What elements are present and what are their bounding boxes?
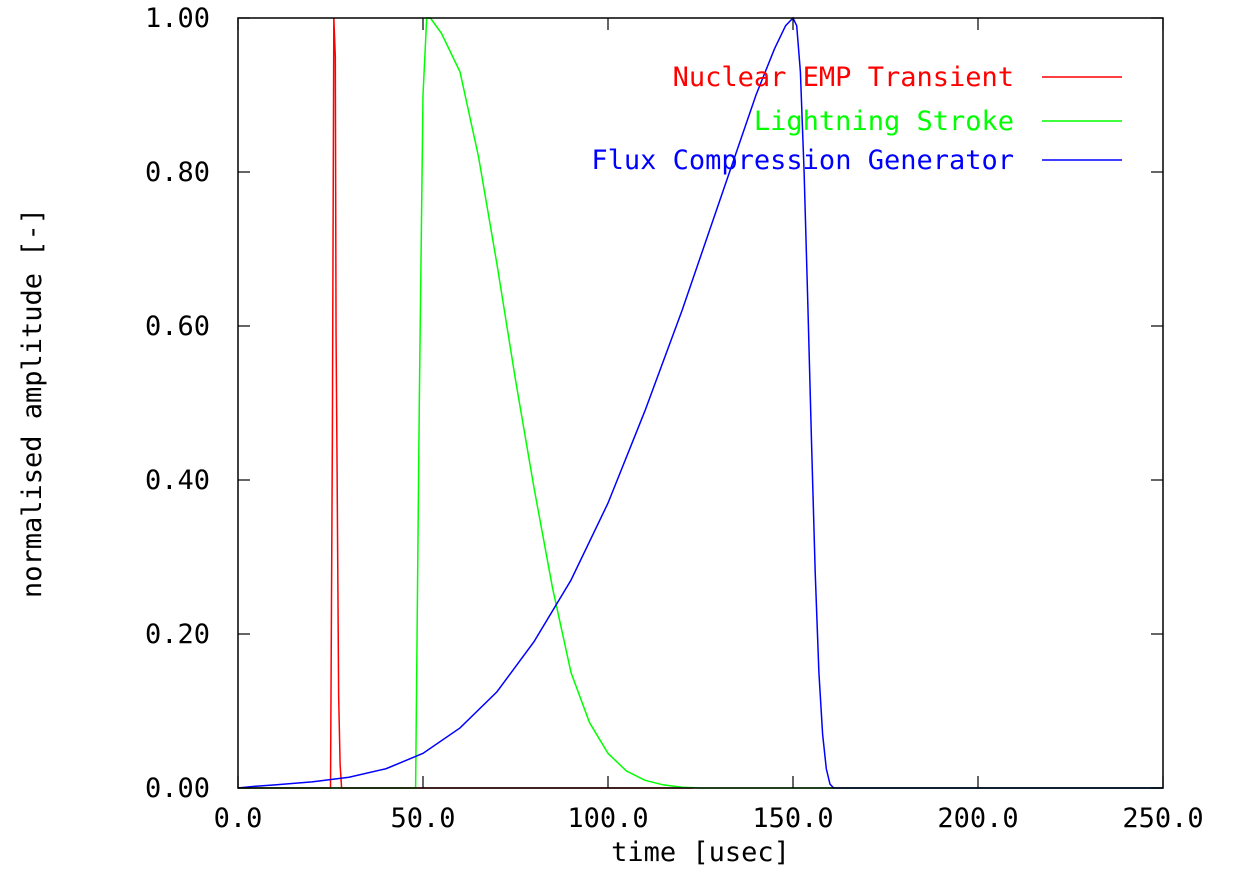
x-tick-label: 100.0 [567, 803, 648, 834]
x-tick-label: 50.0 [390, 803, 455, 834]
x-tick-label: 0.0 [214, 803, 263, 834]
y-tick-label: 0.20 [145, 619, 210, 650]
x-axis-label: time [usec] [611, 837, 790, 868]
y-tick-label: 0.40 [145, 465, 210, 496]
legend-label-1: Nuclear EMP Transient [673, 62, 1014, 93]
y-tick-label: 0.60 [145, 311, 210, 342]
legend-label-2: Lightning Stroke [754, 106, 1014, 137]
series-line-2 [238, 17, 1163, 789]
y-tick-label: 1.00 [145, 3, 210, 34]
plot-frame [237, 17, 1164, 789]
legend: Nuclear EMP Transient Lightning Stroke Flu… [591, 62, 1122, 176]
x-tick-label: 200.0 [937, 803, 1018, 834]
series-line-3 [237, 16, 1163, 789]
x-tick-label: 150.0 [752, 803, 833, 834]
legend-label-3: Flux Compression Generator [591, 145, 1014, 176]
tick-layer: 0.0 50.0 100.0 150.0 200.0 250.0 0.00 0.20 0.40 0… [145, 3, 1204, 834]
y-tick-label: 0.80 [145, 157, 210, 188]
x-tick-label: 250.0 [1122, 803, 1203, 834]
y-axis-label: normalised amplitude [-] [17, 208, 48, 598]
series-layer [237, 16, 1163, 789]
y-tick-label: 0.00 [145, 773, 210, 804]
series-line-1 [238, 17, 694, 789]
